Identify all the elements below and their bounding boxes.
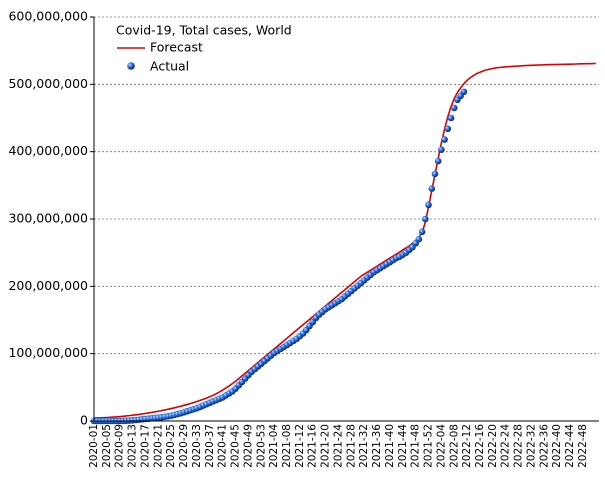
- x-tick-label: 2020-17: [139, 424, 151, 468]
- x-tick-label: 2020-49: [242, 424, 254, 468]
- y-tick-label: 600,000,000: [8, 9, 88, 24]
- x-tick-label: 2021-16: [307, 424, 319, 468]
- x-tick-label: 2022-08: [448, 424, 460, 468]
- x-tick-label: 2022-04: [435, 424, 447, 468]
- y-tick-label: 100,000,000: [8, 345, 88, 360]
- x-tick-label: 2022-24: [500, 424, 512, 468]
- x-tick-label: 2021-28: [345, 424, 357, 468]
- actual-point: [447, 114, 455, 122]
- legend-dot: [127, 62, 135, 70]
- x-tick-label: 2022-36: [538, 424, 550, 468]
- x-tick-label: 2022-16: [474, 424, 486, 468]
- x-tick-label: 2021-08: [281, 424, 293, 468]
- x-tick-label: 2022-28: [513, 424, 525, 468]
- x-tick-label: 2020-37: [204, 424, 216, 468]
- x-tick-label: 2020-53: [255, 424, 267, 468]
- x-tick-label: 2021-04: [268, 424, 280, 468]
- actual-point: [441, 136, 448, 143]
- legend-label: Forecast: [150, 40, 203, 55]
- x-tick-label: 2021-40: [384, 424, 396, 468]
- y-tick-label: 400,000,000: [8, 143, 88, 158]
- actual-point: [450, 104, 458, 112]
- y-tick-label: 0: [80, 413, 88, 428]
- x-tick-label: 2021-36: [371, 424, 383, 468]
- actual-point: [422, 215, 429, 223]
- x-tick-label: 2020-13: [127, 424, 139, 468]
- actual-point: [418, 228, 426, 236]
- x-tick-label: 2021-32: [358, 424, 370, 468]
- x-tick-label: 2021-20: [320, 424, 332, 468]
- x-tick-label: 2020-41: [217, 424, 229, 468]
- x-tick-label: 2020-25: [165, 424, 177, 468]
- actual-point: [438, 146, 445, 153]
- x-tick-label: 2021-48: [410, 424, 422, 468]
- actual-point: [434, 157, 442, 165]
- forecast-line: [93, 62, 596, 419]
- grid: [94, 16, 599, 355]
- actual-point: [425, 201, 432, 209]
- x-tick-label: 2022-20: [487, 424, 499, 468]
- x-tick-label: 2020-33: [191, 424, 203, 468]
- x-tick-label: 2022-12: [461, 424, 473, 468]
- actual-point: [431, 170, 439, 178]
- x-tick-label: 2022-48: [577, 424, 589, 468]
- x-tick-label: 2021-12: [294, 424, 306, 468]
- actual-point: [444, 125, 452, 133]
- x-tick-label: 2020-45: [230, 424, 242, 468]
- actual-point: [415, 235, 423, 243]
- y-tick-label: 300,000,000: [8, 211, 88, 226]
- x-tick-label: 2021-52: [423, 424, 435, 468]
- x-tick-label: 2020-05: [101, 424, 113, 468]
- x-tick-label: 2020-09: [114, 424, 126, 468]
- legend-label: Actual: [150, 59, 189, 74]
- y-tick-label: 500,000,000: [8, 76, 88, 91]
- actual-point: [460, 88, 468, 96]
- actual-point: [428, 185, 436, 192]
- y-tick-label: 200,000,000: [8, 278, 88, 293]
- x-tick-label: 2022-32: [525, 424, 537, 468]
- x-tick-label: 2021-24: [332, 424, 344, 468]
- x-tick-label: 2020-01: [88, 424, 100, 468]
- x-tick-label: 2022-44: [564, 424, 576, 468]
- x-tick-label: 2022-40: [551, 424, 563, 468]
- plot: [90, 62, 596, 425]
- legend-title: Covid-19, Total cases, World: [116, 23, 292, 38]
- x-tick-label: 2021-44: [397, 424, 409, 468]
- x-tick-label: 2020-21: [152, 424, 164, 468]
- x-tick-label: 2020-29: [178, 424, 190, 468]
